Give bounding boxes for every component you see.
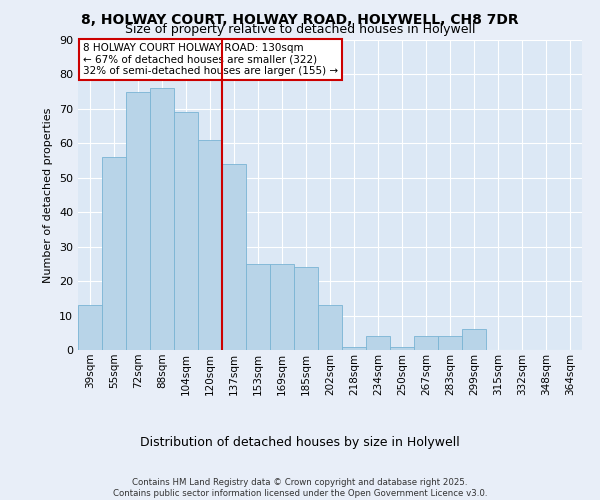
Text: Size of property relative to detached houses in Holywell: Size of property relative to detached ho…	[125, 22, 475, 36]
Bar	[174, 112, 198, 350]
Bar	[366, 336, 390, 350]
Bar	[78, 305, 102, 350]
Text: Contains HM Land Registry data © Crown copyright and database right 2025.
Contai: Contains HM Land Registry data © Crown c…	[113, 478, 487, 498]
Text: 8, HOLWAY COURT, HOLWAY ROAD, HOLYWELL, CH8 7DR: 8, HOLWAY COURT, HOLWAY ROAD, HOLYWELL, …	[81, 12, 519, 26]
Bar	[294, 268, 318, 350]
Bar	[318, 305, 342, 350]
Bar	[246, 264, 270, 350]
Bar	[390, 346, 414, 350]
Bar	[198, 140, 222, 350]
Bar	[270, 264, 294, 350]
Bar	[102, 157, 126, 350]
Bar	[342, 346, 366, 350]
Bar	[438, 336, 462, 350]
Y-axis label: Number of detached properties: Number of detached properties	[43, 108, 53, 282]
Bar	[150, 88, 174, 350]
Text: 8 HOLWAY COURT HOLWAY ROAD: 130sqm
← 67% of detached houses are smaller (322)
32: 8 HOLWAY COURT HOLWAY ROAD: 130sqm ← 67%…	[83, 43, 338, 76]
Bar	[414, 336, 438, 350]
Bar	[462, 330, 486, 350]
Text: Distribution of detached houses by size in Holywell: Distribution of detached houses by size …	[140, 436, 460, 449]
Bar	[222, 164, 246, 350]
Bar	[126, 92, 150, 350]
